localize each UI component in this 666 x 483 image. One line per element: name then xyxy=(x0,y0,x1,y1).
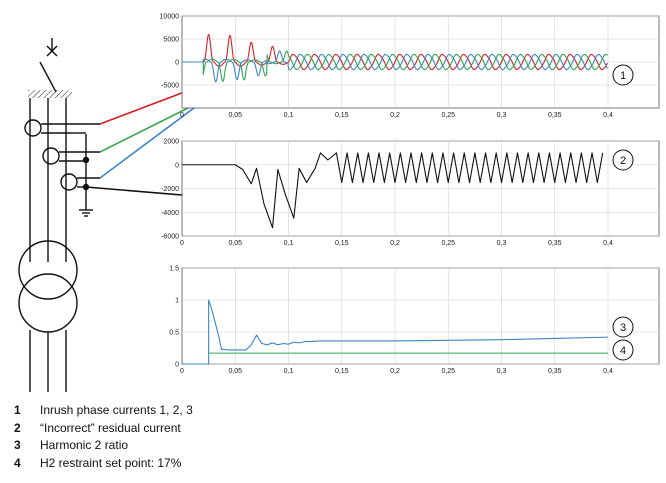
x-tick-label: 0,25 xyxy=(441,368,455,375)
figure-legend: 1 Inrush phase currents 1, 2, 3 2 “Incor… xyxy=(14,402,193,472)
transformer-primary-winding xyxy=(18,240,78,300)
junction-dot xyxy=(82,156,90,164)
chart-panel-1: 0 0,05 0,1 0,15 0,2 0,25 0,3 0,35 0,4 10000 5000 0 -… xyxy=(160,14,660,119)
callout-circle-1 xyxy=(612,64,634,86)
callout-circle-2 xyxy=(612,149,634,171)
plot-frame xyxy=(181,267,660,365)
y-tick-label: 10000 xyxy=(160,14,180,21)
legend-item: 3 Harmonic 2 ratio xyxy=(14,437,193,455)
x-tick-label: 0,25 xyxy=(441,112,455,119)
x-tick-label: 0,4 xyxy=(603,112,613,119)
x-tick-label: 0,05 xyxy=(228,112,242,119)
ct-phase-3 xyxy=(60,173,78,191)
legend-item: 2 “Incorrect” residual current xyxy=(14,420,193,438)
switch-cross xyxy=(46,45,58,57)
busbar-hatch xyxy=(28,90,72,98)
callout-label-2: 2 xyxy=(620,155,626,167)
x-tick-label: 0,15 xyxy=(335,240,349,247)
legend-number: 2 xyxy=(14,420,21,435)
chart-panel-2: 0 0,05 0,1 0,15 0,2 0,25 0,3 0,35 0,4 2000 0 -2000 -… xyxy=(161,139,660,247)
y-tick-label: 1 xyxy=(175,298,179,305)
y-tick-label: -4000 xyxy=(161,210,179,217)
callouts: 1 2 3 4 xyxy=(612,64,634,361)
legend-text: Inrush phase currents 1, 2, 3 xyxy=(40,403,193,417)
series-line-1-2 xyxy=(182,50,608,82)
x-tick-label: 0,05 xyxy=(228,368,242,375)
x-tick-label: 0,1 xyxy=(284,368,294,375)
y-tick-label: 0 xyxy=(175,162,179,169)
legend-number: 4 xyxy=(14,455,21,470)
breaker-blade xyxy=(39,61,57,93)
x-tick-label: 0,35 xyxy=(548,112,562,119)
x-tick-label: 0,2 xyxy=(390,112,400,119)
x-tick-label: 0 xyxy=(180,112,184,119)
chart-panel-3: 0 0,05 0,1 0,15 0,2 0,25 0,3 0,35 0,4 1.5 1 0.5 0 xyxy=(169,266,660,375)
series-line-1-3 xyxy=(182,50,608,83)
y-tick-label: 0 xyxy=(175,60,179,67)
x-tick-label: 0,1 xyxy=(284,240,294,247)
x-tick-label: 0,05 xyxy=(228,240,242,247)
y-tick-label: 1.5 xyxy=(169,266,179,273)
y-tick-label: 0.5 xyxy=(169,330,179,337)
y-tick-label: -6000 xyxy=(161,234,179,241)
series-line-3-1 xyxy=(182,299,609,365)
x-tick-label: 0,4 xyxy=(603,368,613,375)
legend-number: 1 xyxy=(14,403,21,417)
series-line-1-1 xyxy=(182,33,608,71)
series-line-2-1 xyxy=(182,152,604,229)
y-tick-label: 2000 xyxy=(163,139,179,146)
x-tick-label: 0,35 xyxy=(548,368,562,375)
legend-text: Harmonic 2 ratio xyxy=(40,438,129,452)
ct-phase-1 xyxy=(24,119,42,137)
legend-item: 1 Inrush phase currents 1, 2, 3 xyxy=(14,402,193,420)
y-tick-label: -5000 xyxy=(161,83,179,90)
transformer-schematic xyxy=(18,38,100,392)
x-tick-label: 0,2 xyxy=(390,368,400,375)
ct-phase-2 xyxy=(42,147,60,165)
callout-circle-3 xyxy=(612,316,634,338)
y-tick-label: 0 xyxy=(175,362,179,369)
callout-circle-4 xyxy=(612,339,634,361)
x-tick-label: 0,3 xyxy=(497,112,507,119)
chart-panels: 0 0,05 0,1 0,15 0,2 0,25 0,3 0,35 0,41000050000-… xyxy=(160,14,660,375)
legend-text: “Incorrect” residual current xyxy=(40,420,181,435)
x-tick-label: 0,35 xyxy=(548,240,562,247)
transformer-secondary-winding xyxy=(18,273,78,333)
x-tick-label: 0 xyxy=(180,240,184,247)
arrow-phase-3 xyxy=(99,98,207,179)
x-tick-label: 0,1 xyxy=(284,112,294,119)
x-tick-label: 0,15 xyxy=(335,112,349,119)
callout-label-4: 4 xyxy=(620,345,626,357)
x-tick-label: 0,15 xyxy=(335,368,349,375)
x-tick-label: 0,2 xyxy=(390,240,400,247)
legend-item: 4 H2 restraint set point: 17% xyxy=(14,455,193,473)
callout-label-1: 1 xyxy=(620,70,626,82)
y-tick-label: 5000 xyxy=(163,37,179,44)
x-tick-label: 0,3 xyxy=(497,368,507,375)
x-tick-label: 0 xyxy=(180,368,184,375)
legend-number: 3 xyxy=(14,438,21,452)
x-tick-label: 0,25 xyxy=(441,240,455,247)
x-tick-label: 0,4 xyxy=(603,240,613,247)
x-tick-label: 0,3 xyxy=(497,240,507,247)
legend-text: H2 restraint set point: 17% xyxy=(40,455,182,470)
y-tick-label: -2000 xyxy=(161,186,179,193)
callout-label-3: 3 xyxy=(620,322,626,334)
